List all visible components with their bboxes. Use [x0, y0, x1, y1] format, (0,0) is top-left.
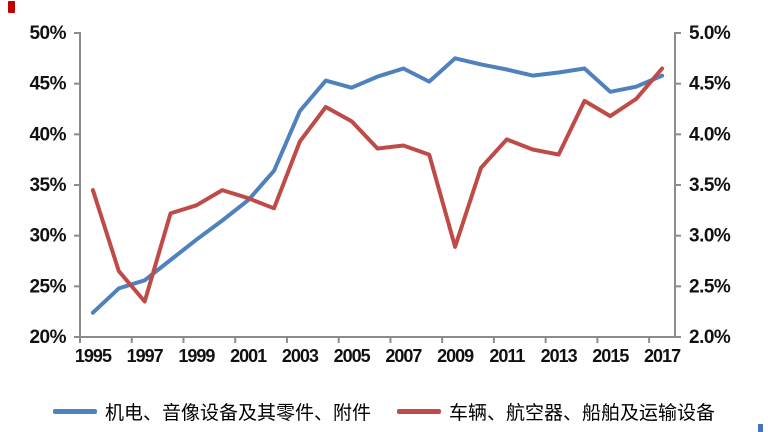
legend-label-electromechanical: 机电、音像设备及其零件、附件: [104, 403, 371, 424]
x-axis-label: 2005: [334, 346, 371, 366]
right-axis-label: 3.0%: [689, 226, 731, 247]
x-axis-label: 1997: [127, 346, 164, 366]
x-axis-label: 2015: [592, 346, 629, 366]
x-axis-label: 2007: [385, 346, 422, 366]
left-axis-label: 25%: [29, 276, 66, 297]
x-axis-label: 2009: [437, 346, 474, 366]
legend-swatch-red-line: [397, 409, 441, 414]
right-axis-label: 4.5%: [689, 74, 731, 95]
right-axis-label: 2.0%: [689, 327, 731, 348]
left-axis-label: 20%: [29, 327, 66, 348]
right-axis-label: 3.5%: [689, 175, 731, 196]
legend-label-vehicles-transport: 车辆、航空器、船舶及运输设备: [449, 403, 716, 424]
chart-legend: 机电、音像设备及其零件、附件 车辆、航空器、船舶及运输设备: [0, 398, 768, 425]
right-axis-label: 5.0%: [689, 23, 731, 44]
red-series-line: [90, 66, 665, 304]
blue-series-line: [90, 56, 665, 315]
right-axis-label: 4.0%: [689, 124, 731, 145]
right-axis-label: 2.5%: [689, 276, 731, 297]
x-axis-label: 1999: [178, 346, 215, 366]
blue-crop-artifact-mark: [758, 424, 763, 432]
left-axis-label: 50%: [29, 23, 66, 44]
x-axis-label: 2001: [230, 346, 267, 366]
legend-item-vehicles-transport: 车辆、航空器、船舶及运输设备: [397, 398, 715, 425]
left-axis-label: 30%: [29, 226, 66, 247]
left-axis-label: 40%: [29, 124, 66, 145]
left-axis-label: 45%: [29, 74, 66, 95]
legend-swatch-blue-line: [52, 409, 97, 414]
x-axis-label: 2003: [282, 346, 319, 366]
legend-item-electromechanical: 机电、音像设备及其零件、附件: [52, 398, 371, 425]
x-axis-label: 2017: [644, 346, 681, 366]
red-crop-artifact-mark: [8, 1, 15, 13]
x-axis-label: 1995: [75, 346, 112, 366]
left-axis-label: 35%: [29, 175, 66, 196]
x-axis-label: 2011: [489, 346, 525, 366]
x-axis-label: 2013: [541, 346, 578, 366]
